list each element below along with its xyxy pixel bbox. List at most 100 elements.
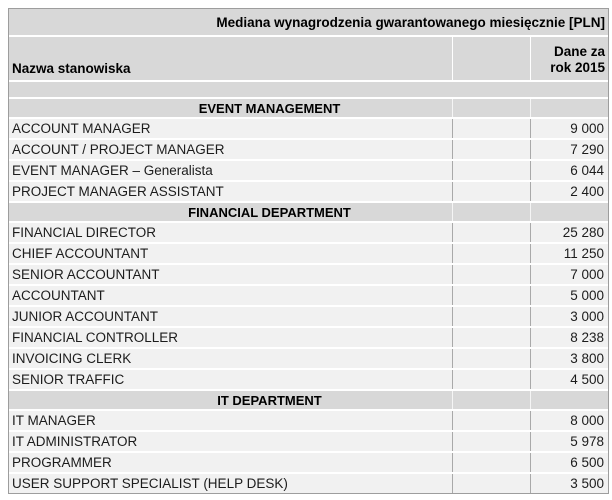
- empty-cell: [452, 286, 530, 305]
- table-row: JUNIOR ACCOUNTANT 3 000: [9, 307, 608, 326]
- value-label: 3 800: [570, 351, 604, 366]
- position-label: INVOICING CLERK: [12, 351, 132, 366]
- table-row: FINANCIAL CONTROLLER 8 238: [9, 328, 608, 347]
- position-cell: CHIEF ACCOUNTANT: [9, 244, 452, 263]
- value-label: 9 000: [570, 121, 604, 136]
- position-label: PROJECT MANAGER ASSISTANT: [12, 184, 224, 199]
- column-divider: [530, 391, 531, 409]
- position-label: JUNIOR ACCOUNTANT: [12, 309, 159, 324]
- empty-cell: [452, 140, 530, 159]
- section-title: FINANCIAL DEPARTMENT: [188, 204, 351, 220]
- value-label: 8 238: [570, 330, 604, 345]
- position-cell: IT ADMINISTRATOR: [9, 432, 452, 451]
- column-divider: [530, 203, 531, 221]
- empty-cell: [452, 453, 530, 472]
- table-row: PROGRAMMER 6 500: [9, 453, 608, 472]
- value-cell: 3 500: [530, 474, 608, 493]
- value-cell: 8 000: [530, 411, 608, 430]
- table-body: EVENT MANAGEMENT ACCOUNT MANAGER 9 000 A…: [9, 99, 608, 493]
- value-cell: 7 290: [530, 140, 608, 159]
- empty-cell: [452, 161, 530, 180]
- empty-cell: [452, 244, 530, 263]
- value-column-header: Dane za rok 2015: [550, 43, 605, 75]
- position-label: IT ADMINISTRATOR: [12, 434, 138, 449]
- empty-cell: [452, 474, 530, 493]
- value-cell: 2 400: [530, 182, 608, 201]
- empty-cell: [452, 119, 530, 138]
- value-cell: 9 000: [530, 119, 608, 138]
- section-header-row: FINANCIAL DEPARTMENT: [9, 203, 608, 221]
- value-label: 5 978: [570, 434, 604, 449]
- empty-column-header-cell: [452, 37, 530, 80]
- empty-cell: [452, 370, 530, 389]
- position-cell: PROGRAMMER: [9, 453, 452, 472]
- empty-cell: [452, 182, 530, 201]
- table-row: USER SUPPORT SPECIALIST (HELP DESK) 3 50…: [9, 474, 608, 493]
- value-label: 2 400: [570, 184, 604, 199]
- empty-cell: [452, 328, 530, 347]
- value-label: 4 500: [570, 372, 604, 387]
- value-label: 7 000: [570, 267, 604, 282]
- position-cell: ACCOUNT / PROJECT MANAGER: [9, 140, 452, 159]
- table-row: FINANCIAL DIRECTOR 25 280: [9, 223, 608, 242]
- position-column-header-cell: Nazwa stanowiska: [9, 37, 452, 80]
- position-cell: EVENT MANAGER – Generalista: [9, 161, 452, 180]
- empty-cell: [452, 432, 530, 451]
- section-header-row: IT DEPARTMENT: [9, 391, 608, 409]
- position-label: IT MANAGER: [12, 413, 96, 428]
- position-label: SENIOR ACCOUNTANT: [12, 267, 160, 282]
- value-label: 11 250: [563, 246, 604, 261]
- empty-cell: [452, 307, 530, 326]
- position-label: CHIEF ACCOUNTANT: [12, 246, 149, 261]
- position-label: USER SUPPORT SPECIALIST (HELP DESK): [12, 476, 288, 491]
- value-cell: 4 500: [530, 370, 608, 389]
- position-cell: FINANCIAL CONTROLLER: [9, 328, 452, 347]
- value-label: 3 500: [570, 476, 604, 491]
- table-row: EVENT MANAGER – Generalista 6 044: [9, 161, 608, 180]
- position-label: FINANCIAL DIRECTOR: [12, 225, 157, 240]
- value-cell: 3 000: [530, 307, 608, 326]
- column-divider: [530, 99, 531, 117]
- empty-cell: [452, 265, 530, 284]
- column-divider: [452, 99, 453, 117]
- spacer-row: [9, 82, 608, 97]
- value-cell: 3 800: [530, 349, 608, 368]
- section-title: IT DEPARTMENT: [217, 392, 322, 408]
- section-header-row: EVENT MANAGEMENT: [9, 99, 608, 117]
- value-label: 25 280: [562, 225, 604, 240]
- column-header-row: Nazwa stanowiska Dane za rok 2015: [9, 37, 608, 80]
- position-label: PROGRAMMER: [12, 455, 112, 470]
- table-row: SENIOR ACCOUNTANT 7 000: [9, 265, 608, 284]
- value-label: 6 044: [570, 163, 604, 178]
- value-label: 8 000: [570, 413, 604, 428]
- position-label: EVENT MANAGER – Generalista: [12, 163, 213, 178]
- table-title-row: Mediana wynagrodzenia gwarantowanego mie…: [9, 9, 608, 35]
- position-cell: PROJECT MANAGER ASSISTANT: [9, 182, 452, 201]
- position-label: FINANCIAL CONTROLLER: [12, 330, 179, 345]
- table-row: SENIOR TRAFFIC 4 500: [9, 370, 608, 389]
- table-row: PROJECT MANAGER ASSISTANT 2 400: [9, 182, 608, 201]
- value-label: 6 500: [570, 455, 604, 470]
- position-label: ACCOUNT MANAGER: [12, 121, 151, 136]
- empty-cell: [452, 223, 530, 242]
- table-row: CHIEF ACCOUNTANT 11 250: [9, 244, 608, 263]
- value-cell: 5 000: [530, 286, 608, 305]
- value-cell: 7 000: [530, 265, 608, 284]
- table-row: ACCOUNT / PROJECT MANAGER 7 290: [9, 140, 608, 159]
- position-label: SENIOR TRAFFIC: [12, 372, 125, 387]
- value-label: 5 000: [570, 288, 604, 303]
- position-column-header: Nazwa stanowiska: [12, 61, 131, 76]
- value-cell: 25 280: [530, 223, 608, 242]
- position-cell: USER SUPPORT SPECIALIST (HELP DESK): [9, 474, 452, 493]
- table-title: Mediana wynagrodzenia gwarantowanego mie…: [216, 14, 605, 30]
- position-cell: JUNIOR ACCOUNTANT: [9, 307, 452, 326]
- position-cell: SENIOR TRAFFIC: [9, 370, 452, 389]
- value-cell: 11 250: [530, 244, 608, 263]
- value-cell: 8 238: [530, 328, 608, 347]
- table-row: ACCOUNT MANAGER 9 000: [9, 119, 608, 138]
- position-label: ACCOUNTANT: [12, 288, 105, 303]
- position-cell: ACCOUNTANT: [9, 286, 452, 305]
- value-cell: 5 978: [530, 432, 608, 451]
- position-cell: SENIOR ACCOUNTANT: [9, 265, 452, 284]
